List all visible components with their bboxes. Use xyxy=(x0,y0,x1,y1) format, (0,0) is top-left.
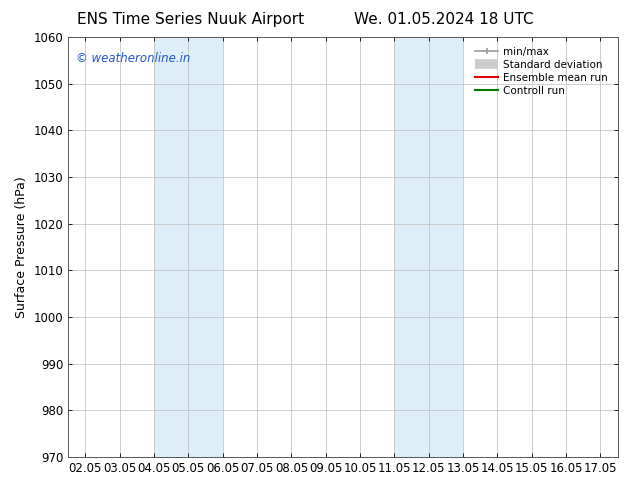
Text: © weatheronline.in: © weatheronline.in xyxy=(77,52,191,65)
Text: We. 01.05.2024 18 UTC: We. 01.05.2024 18 UTC xyxy=(354,12,534,27)
Legend: min/max, Standard deviation, Ensemble mean run, Controll run: min/max, Standard deviation, Ensemble me… xyxy=(471,42,612,100)
Bar xyxy=(394,37,463,457)
Bar xyxy=(154,37,223,457)
Y-axis label: Surface Pressure (hPa): Surface Pressure (hPa) xyxy=(15,176,28,318)
Text: ENS Time Series Nuuk Airport: ENS Time Series Nuuk Airport xyxy=(77,12,304,27)
